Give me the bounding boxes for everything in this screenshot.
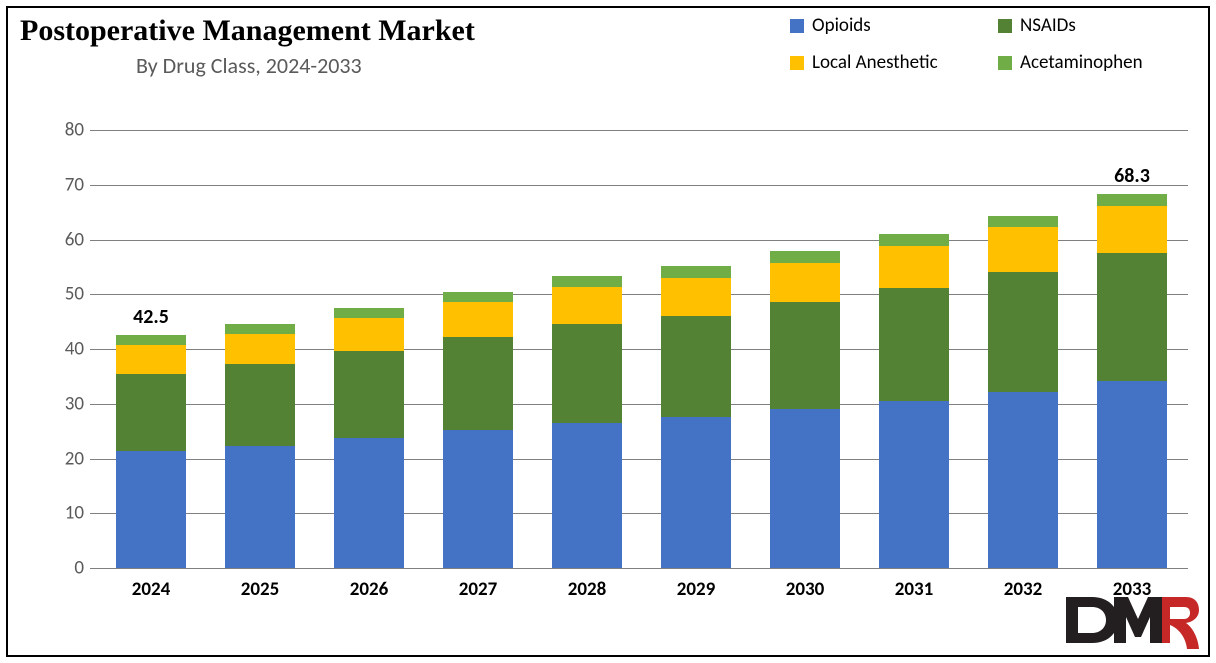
legend-swatch-icon [998, 56, 1012, 70]
legend-label: Opioids [812, 14, 871, 37]
bar-seg-opioids [661, 417, 731, 568]
x-tick-label: 2026 [314, 578, 424, 601]
y-tick-label: 0 [24, 557, 84, 580]
y-tick-label: 70 [24, 173, 84, 196]
bar-seg-acetaminophen [879, 234, 949, 245]
bar-seg-nsaids [116, 374, 186, 452]
legend-swatch-icon [790, 56, 804, 70]
bar-seg-local-anesthetic [116, 345, 186, 374]
legend-label: Local Anesthetic [812, 51, 938, 74]
bar-seg-local-anesthetic [988, 227, 1058, 271]
data-label: 68.3 [1114, 164, 1150, 188]
x-tick-label: 2031 [859, 578, 969, 601]
bar-seg-acetaminophen [116, 335, 186, 344]
bar-seg-acetaminophen [770, 251, 840, 262]
bar-seg-local-anesthetic [661, 278, 731, 316]
dmr-logo-icon [1062, 589, 1200, 651]
bar-seg-opioids [334, 438, 404, 568]
legend-label: Acetaminophen [1020, 51, 1143, 74]
gridline [90, 185, 1188, 186]
gridline [90, 130, 1188, 131]
bar-seg-nsaids [443, 337, 513, 430]
bar-seg-opioids [116, 451, 186, 568]
x-tick-label: 2024 [96, 578, 206, 601]
bar-seg-nsaids [988, 272, 1058, 392]
bar-seg-nsaids [1097, 253, 1167, 381]
bar-seg-local-anesthetic [443, 302, 513, 336]
y-tick-label: 40 [24, 338, 84, 361]
x-tick-label: 2030 [750, 578, 860, 601]
bar-seg-acetaminophen [443, 292, 513, 303]
bar-seg-acetaminophen [1097, 194, 1167, 206]
plot-area: 0102030405060708020242025202620272028202… [96, 130, 1188, 568]
bar-seg-nsaids [770, 302, 840, 409]
chart-frame: Postoperative Management Market By Drug … [6, 6, 1210, 657]
bar-seg-opioids [225, 446, 295, 568]
bar-seg-opioids [988, 392, 1058, 568]
x-tick-label: 2028 [532, 578, 642, 601]
legend-item-opioids: Opioids [790, 14, 998, 37]
bar-seg-nsaids [225, 364, 295, 446]
legend-swatch-icon [790, 19, 804, 33]
y-tick-label: 10 [24, 502, 84, 525]
chart-subtitle: By Drug Class, 2024-2033 [136, 52, 362, 79]
bar-seg-acetaminophen [661, 266, 731, 277]
bar-seg-local-anesthetic [552, 287, 622, 324]
y-tick-label: 80 [24, 119, 84, 142]
bar-seg-opioids [770, 409, 840, 568]
bar-seg-local-anesthetic [770, 263, 840, 302]
bar-seg-opioids [879, 401, 949, 568]
legend-item-local-anesthetic: Local Anesthetic [790, 51, 998, 74]
bar-seg-acetaminophen [225, 324, 295, 334]
x-tick-label: 2029 [641, 578, 751, 601]
data-label: 42.5 [133, 305, 169, 329]
legend-label: NSAIDs [1020, 14, 1076, 37]
bar-seg-local-anesthetic [1097, 206, 1167, 253]
x-tick-label: 2025 [205, 578, 315, 601]
bar-seg-local-anesthetic [225, 334, 295, 364]
y-tick-label: 20 [24, 447, 84, 470]
y-tick-label: 60 [24, 228, 84, 251]
legend-item-nsaids: NSAIDs [998, 14, 1206, 37]
legend-row: Local Anesthetic Acetaminophen [790, 51, 1206, 74]
bar-seg-acetaminophen [988, 216, 1058, 227]
bar-seg-nsaids [552, 324, 622, 423]
x-tick-label: 2027 [423, 578, 533, 601]
bar-seg-opioids [1097, 381, 1167, 568]
bar-seg-opioids [443, 430, 513, 568]
bar-seg-local-anesthetic [879, 246, 949, 288]
legend-row: Opioids NSAIDs [790, 14, 1206, 37]
bar-seg-nsaids [879, 288, 949, 401]
gridline [90, 568, 1188, 569]
legend-swatch-icon [998, 19, 1012, 33]
legend: Opioids NSAIDs Local Anesthetic Acetamin… [790, 14, 1206, 88]
y-tick-label: 30 [24, 392, 84, 415]
bar-seg-nsaids [661, 316, 731, 418]
y-tick-label: 50 [24, 283, 84, 306]
dmr-logo [1062, 589, 1200, 651]
bar-seg-local-anesthetic [334, 318, 404, 350]
bar-seg-opioids [552, 423, 622, 568]
bar-seg-acetaminophen [552, 276, 622, 287]
bar-seg-nsaids [334, 351, 404, 438]
legend-item-acetaminophen: Acetaminophen [998, 51, 1206, 74]
chart-title: Postoperative Management Market [20, 14, 475, 48]
bar-seg-acetaminophen [334, 308, 404, 318]
